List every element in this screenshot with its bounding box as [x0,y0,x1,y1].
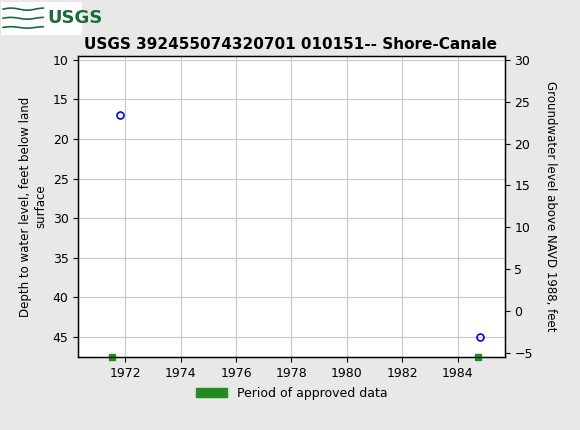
Y-axis label: Groundwater level above NAVD 1988, feet: Groundwater level above NAVD 1988, feet [544,81,557,332]
Y-axis label: Depth to water level, feet below land
surface: Depth to water level, feet below land su… [19,96,47,316]
Legend: Period of approved data: Period of approved data [190,382,393,405]
Text: USGS: USGS [48,9,103,27]
Text: USGS 392455074320701 010151-- Shore-Canale: USGS 392455074320701 010151-- Shore-Cana… [84,37,496,52]
